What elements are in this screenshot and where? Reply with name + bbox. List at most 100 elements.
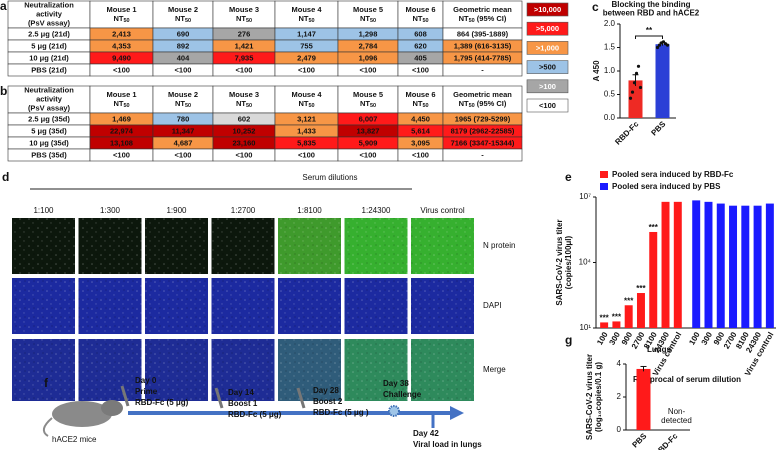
data-point: [657, 43, 662, 47]
significance-label: ***: [649, 223, 659, 232]
y-axis-label: A 450: [592, 60, 601, 82]
row-label: Merge: [483, 365, 506, 374]
timeline-text: RBD-Fc (5 μg): [228, 410, 282, 419]
significance-label: **: [646, 26, 653, 35]
table-cell-text: PBS (35d): [31, 150, 67, 159]
table-cell-text: 602: [238, 114, 251, 123]
table-header-text: activity: [36, 94, 63, 103]
legend-label: Pooled sera induced by PBS: [612, 182, 721, 191]
y-tick-label: 10⁴: [579, 258, 592, 267]
table-cell-text: 2.5 μg (21d): [28, 29, 70, 38]
significance-label: ***: [636, 284, 646, 293]
text-part: NT: [113, 14, 123, 23]
text-part: 50: [185, 18, 191, 24]
micrograph-texture: [344, 278, 408, 334]
table-header-text: Mouse 4: [291, 5, 322, 14]
data-point: [634, 71, 639, 75]
table-header-cell: [212, 0, 276, 29]
table-header-cell: [442, 0, 523, 29]
threshold-swatch: [526, 21, 569, 36]
table-cell: [442, 148, 523, 162]
table-cell-text: 11,347: [172, 126, 195, 135]
y-tick-label: 0.0: [604, 113, 616, 122]
x-tick-label: PBS: [630, 431, 648, 449]
text-part: NT: [459, 14, 469, 23]
table-header-text: Mouse 6: [405, 90, 435, 99]
text-part: 50: [185, 103, 191, 109]
y-tick-label: 2: [617, 392, 622, 401]
y-tick-label: 10⁷: [579, 192, 591, 201]
table-cell-text: 5,909: [359, 138, 378, 147]
table-header-cell: [152, 85, 214, 114]
table-header-text: Mouse 4: [291, 90, 322, 99]
column-label: 1:300: [100, 206, 121, 215]
table-cell-text: 864 (395-1889): [457, 29, 509, 38]
text-part: 50: [370, 103, 376, 109]
table-header-cell: [7, 85, 91, 114]
panel-label: g: [565, 333, 572, 347]
column-label: 1:24300: [362, 206, 391, 215]
bar: [753, 205, 762, 328]
text-part: 50: [246, 18, 252, 24]
text-part: NT: [459, 99, 469, 108]
table-cell-text: 5,614: [411, 126, 431, 135]
table-cell-text: 5,835: [297, 138, 316, 147]
y-tick-label: 0: [617, 425, 622, 434]
bar: [673, 201, 682, 328]
text-part: 50: [422, 18, 428, 24]
bar: [600, 322, 609, 328]
micrograph-texture: [78, 218, 142, 274]
table-header-text: NT50: [175, 99, 191, 109]
bar: [628, 80, 643, 118]
table-cell-text: 22,974: [110, 126, 134, 135]
table-header-text: Geometric mean: [453, 90, 512, 99]
threshold-label: <100: [539, 101, 556, 110]
data-point: [655, 45, 660, 50]
table-header-cell: [7, 0, 91, 29]
timeline-text: RBD-Fc (5 μg ): [313, 408, 369, 417]
timeline-text: Day 38: [383, 379, 409, 388]
data-point: [665, 43, 670, 47]
text-part: 50: [469, 103, 475, 109]
text-part: 50: [123, 103, 129, 109]
table-header-cell: [274, 85, 339, 114]
x-tick-label: 100: [595, 330, 610, 347]
text-part: 50: [422, 103, 428, 109]
timeline-text: Prime: [135, 387, 158, 396]
table-header-cell: [212, 85, 276, 114]
table-cell-text: 1,096: [359, 53, 378, 62]
table-header-text: Mouse 5: [353, 5, 383, 14]
table-header-text: (PsV assay): [28, 103, 71, 112]
legend-swatch: [600, 171, 608, 178]
table-header-text: NT50: [175, 14, 191, 24]
table-header-cell: [337, 0, 399, 29]
table-header-text: Mouse 1: [106, 5, 136, 14]
y-tick-label: 4: [617, 359, 622, 368]
y-tick-label: 0.5: [604, 90, 616, 99]
micrograph-texture: [344, 339, 408, 401]
micrograph-texture: [278, 339, 341, 401]
panel-label: e: [565, 170, 572, 184]
table-header-text: NT50 (95% CI): [459, 99, 507, 109]
table-cell-text: 1,389 (616-3135): [454, 41, 512, 50]
table-cell-text: 1,421: [235, 41, 254, 50]
legend-label: Pooled sera induced by RBD-Fc: [612, 170, 734, 179]
column-label: 1:8100: [297, 206, 322, 215]
table-cell-text: 4,353: [112, 41, 131, 50]
y-axis-label: SARS-CoV-2 virus titer: [585, 354, 594, 440]
text-part: NT: [360, 14, 370, 23]
timeline-arrowhead: [450, 406, 464, 420]
table-cell-text: 2,413: [112, 29, 131, 38]
table-header-text: Neutralization: [24, 0, 74, 9]
micrograph-texture: [78, 278, 142, 334]
threshold-swatch: [526, 98, 569, 113]
panel-label: a: [0, 0, 7, 13]
timeline-text: Challenge: [383, 390, 422, 399]
threshold-swatch: [526, 79, 569, 94]
table-header-text: activity: [36, 9, 63, 18]
y-tick-label: 1.5: [604, 43, 616, 52]
threshold-label: >100: [539, 82, 556, 91]
chart-title: Lungs: [647, 345, 672, 354]
table-cell-text: 5 μg (35d): [31, 126, 67, 135]
panel-label: b: [0, 84, 7, 98]
